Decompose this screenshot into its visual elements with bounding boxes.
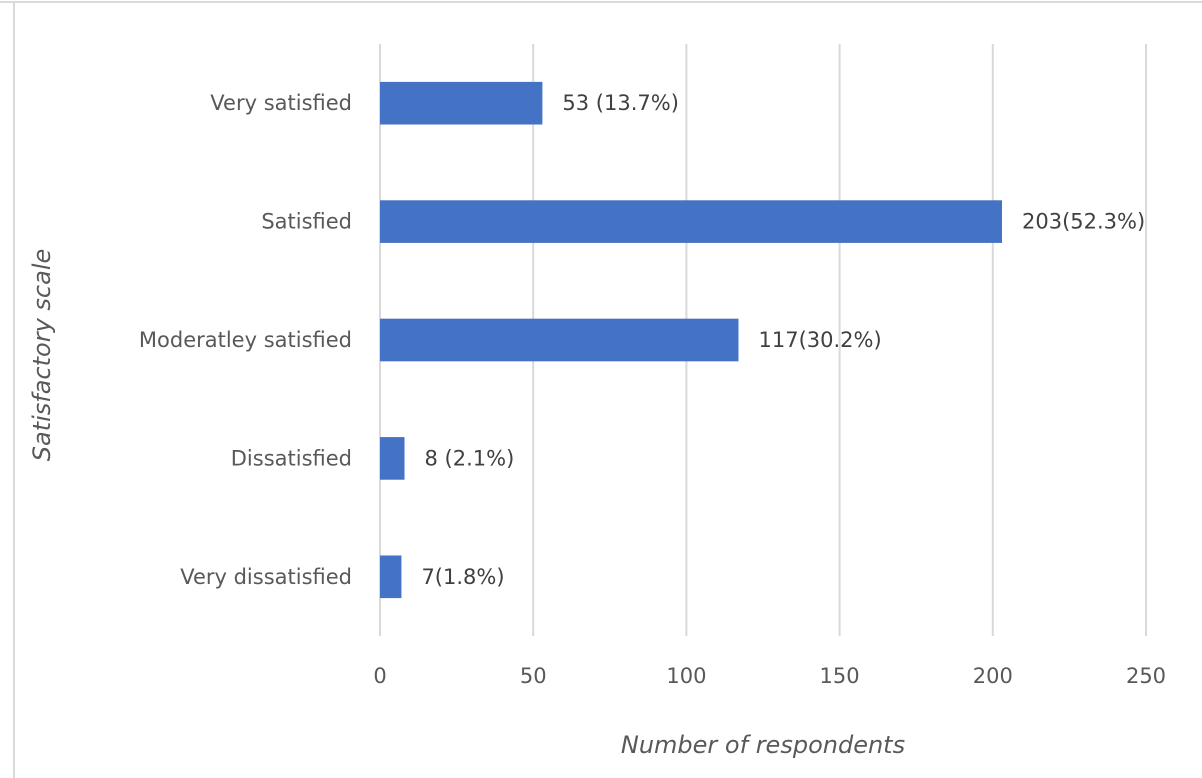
bar-dissatisfied bbox=[380, 437, 405, 480]
data-label-moderatley-satisfied: 117(30.2%) bbox=[758, 328, 881, 352]
y-axis-title: Satisfactory scale bbox=[28, 249, 56, 462]
category-label-very-satisfied: Very satisfied bbox=[210, 91, 352, 115]
x-axis-title: Number of respondents bbox=[621, 731, 905, 759]
data-label-satisfied: 203(52.3%) bbox=[1022, 210, 1145, 234]
data-label-dissatisfied: 8 (2.1%) bbox=[425, 446, 515, 470]
bar-moderatley-satisfied bbox=[380, 318, 739, 362]
x-tick-label-200: 200 bbox=[973, 664, 1013, 688]
data-label-very-dissatisfied: 7(1.8%) bbox=[421, 565, 504, 589]
x-tick-label-150: 150 bbox=[820, 664, 860, 688]
data-labels: 53 (13.7%) 203(52.3%) 117(30.2%) 8 (2.1%) 7(… bbox=[421, 91, 1145, 589]
x-axis-tick-labels: 0 50 100 150 200 250 bbox=[373, 664, 1166, 688]
x-tick-label-0: 0 bbox=[373, 664, 386, 688]
bars bbox=[380, 81, 1002, 599]
x-tick-label-50: 50 bbox=[520, 664, 547, 688]
category-label-satisfied: Satisfied bbox=[261, 210, 352, 234]
category-label-dissatisfied: Dissatisfied bbox=[231, 446, 352, 470]
bar-satisfied bbox=[380, 200, 1002, 243]
x-tick-label-250: 250 bbox=[1126, 664, 1166, 688]
category-label-moderatley-satisfied: Moderatley satisfied bbox=[139, 328, 352, 352]
x-tick-label-100: 100 bbox=[666, 664, 706, 688]
data-label-very-satisfied: 53 (13.7%) bbox=[562, 91, 679, 115]
category-labels: Very satisfied Satisfied Moderatley satisf… bbox=[139, 91, 352, 589]
bar-very-dissatisfied bbox=[380, 555, 402, 599]
bar-very-satisfied bbox=[380, 81, 543, 125]
category-label-very-dissatisfied: Very dissatisfied bbox=[180, 565, 352, 589]
